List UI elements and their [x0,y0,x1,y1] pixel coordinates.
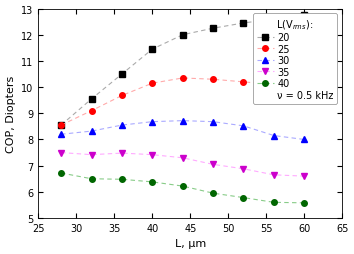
30 [181,120,185,123]
35 [150,153,154,156]
35 [302,175,307,178]
40 [150,181,154,184]
30 [150,121,154,124]
25 [272,84,276,87]
35 [272,174,276,177]
X-axis label: L, μm: L, μm [175,239,206,248]
30 [90,130,94,133]
35 [120,152,124,155]
30 [272,134,276,137]
40 [241,196,246,199]
20 [90,98,94,101]
Line: 25: 25 [58,76,307,128]
20 [181,34,185,37]
35 [241,168,246,171]
40 [211,192,215,195]
Y-axis label: COP, Diopters: COP, Diopters [6,75,16,152]
40 [59,172,63,175]
Line: 30: 30 [58,118,307,143]
40 [272,201,276,204]
35 [90,153,94,156]
Line: 35: 35 [58,150,307,179]
25 [181,77,185,80]
20 [211,27,215,30]
30 [302,138,307,141]
20 [120,73,124,76]
25 [241,81,246,84]
30 [59,133,63,136]
35 [59,151,63,154]
30 [241,125,246,128]
20 [59,124,63,127]
Legend: 20, 25, 30, 35, 40, ν = 0.5 kHz: 20, 25, 30, 35, 40, ν = 0.5 kHz [253,14,337,104]
40 [120,178,124,181]
20 [302,14,307,18]
Line: 20: 20 [58,13,307,128]
40 [90,178,94,181]
35 [211,163,215,166]
20 [272,19,276,22]
30 [120,124,124,127]
35 [181,157,185,160]
30 [211,121,215,124]
40 [181,185,185,188]
25 [302,85,307,88]
25 [90,110,94,113]
40 [302,201,307,204]
20 [150,49,154,52]
25 [150,82,154,85]
Line: 40: 40 [58,170,307,206]
25 [120,94,124,98]
25 [59,124,63,127]
25 [211,78,215,82]
20 [241,22,246,25]
